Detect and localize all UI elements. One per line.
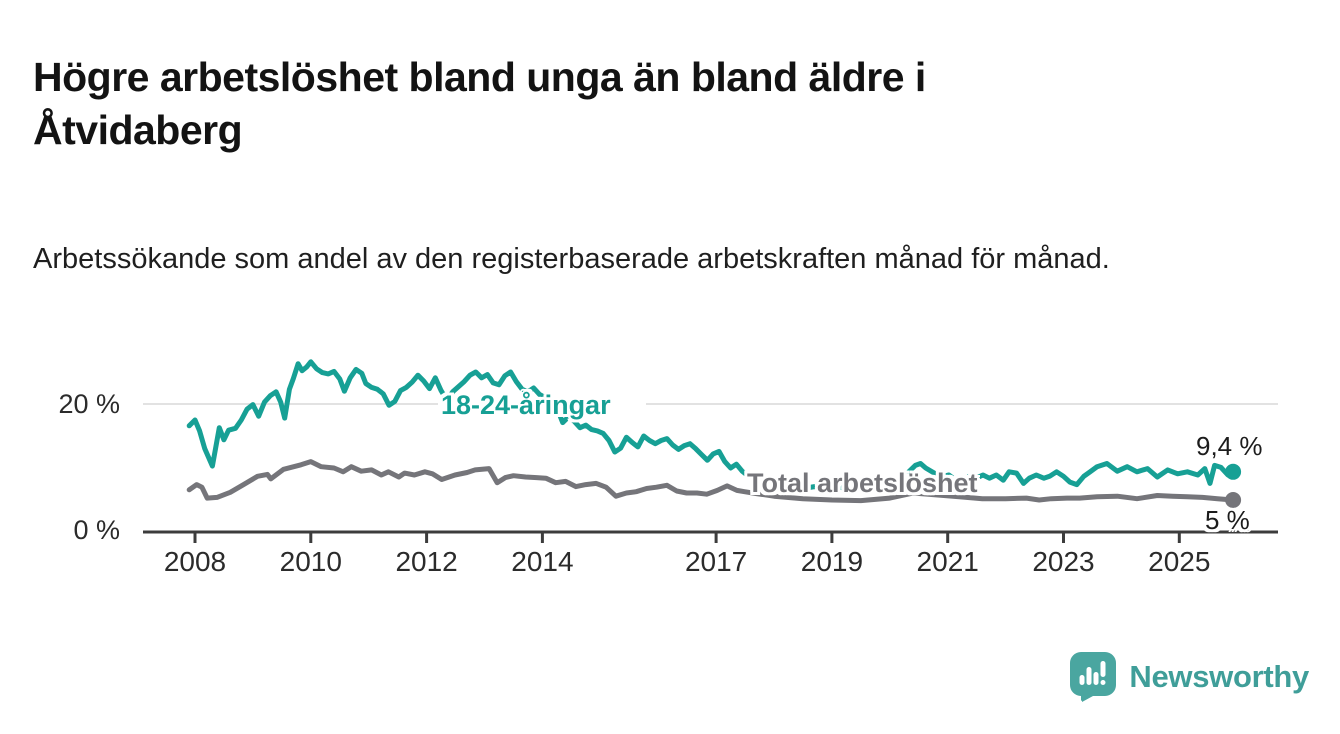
x-tick-label-2019: 2019 [801,546,863,577]
x-tick-label-2021: 2021 [917,546,979,577]
x-tick-label-2010: 2010 [280,546,342,577]
y-axis-label-20: 20 % [58,389,120,419]
newsworthy-logo-text: Newsworthy [1129,659,1309,694]
x-tick-label-2012: 2012 [395,546,457,577]
series-label-18-24: 18-24-åringar [441,390,611,420]
x-tick-label-2014: 2014 [511,546,573,577]
y-axis-label-0: 0 % [73,515,120,545]
end-value-label-18-24: 9,4 % [1196,431,1263,461]
newsworthy-logo: Newsworthy [1070,652,1309,702]
x-tick-label-2017: 2017 [685,546,747,577]
series-line-0 [186,359,1236,491]
x-tick-label-2023: 2023 [1032,546,1094,577]
newsworthy-logo-icon [1070,652,1117,702]
x-tick-label-2025: 2025 [1148,546,1210,577]
end-value-label-total: 5 % [1205,505,1250,535]
series-line-1 [186,459,1236,504]
chart-subtitle: Arbetssökande som andel av den registerb… [33,243,1110,275]
page-title: Högre arbetslöshet bland unga än bland ä… [33,54,926,153]
series-end-dot-0 [1225,463,1242,480]
series-label-total: Total arbetslöshet [747,468,978,498]
series-end-dot-1 [1225,492,1242,508]
x-tick-label-2008: 2008 [164,546,226,577]
